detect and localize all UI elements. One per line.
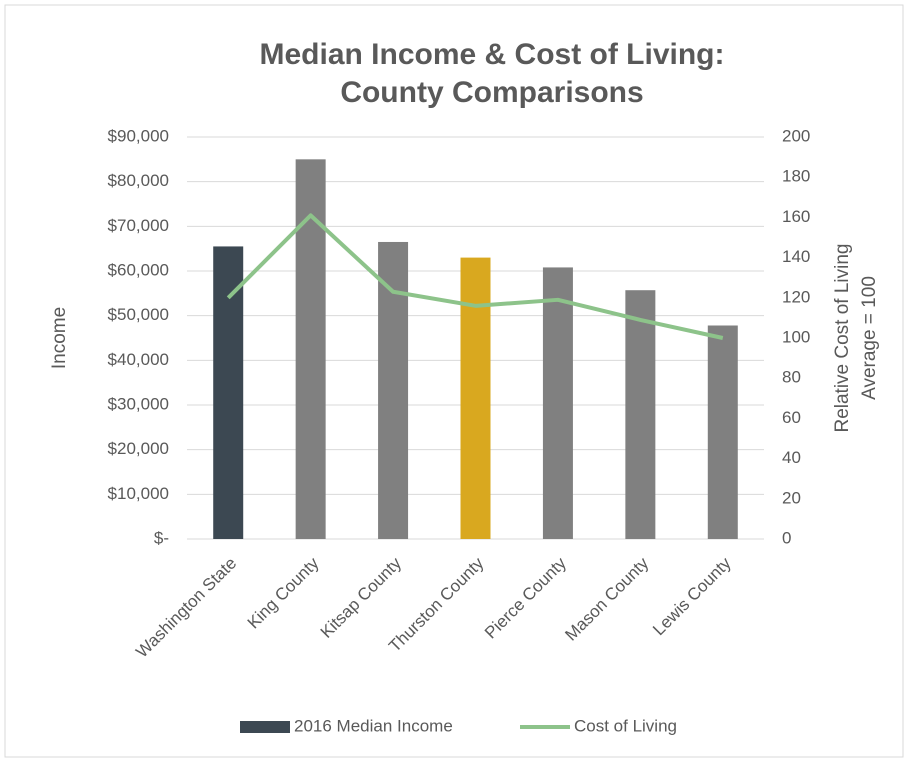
y-tick-label: $- bbox=[154, 528, 169, 547]
chart-title: Median Income & Cost of Living: bbox=[259, 38, 724, 71]
y2-tick-label: 0 bbox=[782, 528, 791, 547]
bar bbox=[213, 246, 244, 539]
y-axis-title: Income bbox=[49, 307, 70, 369]
line bbox=[226, 213, 724, 340]
legend-label: Cost of Living bbox=[574, 716, 677, 735]
bar bbox=[542, 267, 573, 539]
y-tick-label: $20,000 bbox=[108, 439, 169, 458]
bar bbox=[460, 257, 491, 539]
y-tick-label: $90,000 bbox=[108, 126, 169, 145]
legend-label: 2016 Median Income bbox=[294, 716, 453, 735]
y-tick-label: $80,000 bbox=[108, 171, 169, 190]
y2-tick-label: 200 bbox=[782, 126, 810, 145]
y2-tick-label: 140 bbox=[782, 247, 810, 266]
y2-axis-title: Relative Cost of Living bbox=[832, 243, 853, 432]
bar bbox=[378, 241, 409, 539]
y-tick-label: $10,000 bbox=[108, 484, 169, 503]
y2-tick-label: 40 bbox=[782, 448, 801, 467]
y2-tick-label: 120 bbox=[782, 287, 810, 306]
legend-swatch bbox=[240, 721, 290, 733]
y2-tick-label: 180 bbox=[782, 167, 810, 186]
y-tick-label: $30,000 bbox=[108, 394, 169, 413]
y2-tick-label: 60 bbox=[782, 408, 801, 427]
y2-tick-label: 160 bbox=[782, 207, 810, 226]
y2-axis-title: Average = 100 bbox=[859, 276, 880, 400]
y-tick-label: $40,000 bbox=[108, 350, 169, 369]
y-tick-label: $60,000 bbox=[108, 260, 169, 279]
bar bbox=[707, 325, 738, 539]
y2-tick-label: 20 bbox=[782, 488, 801, 507]
y-tick-label: $70,000 bbox=[108, 216, 169, 235]
chart-frame bbox=[4, 4, 904, 758]
y2-tick-label: 80 bbox=[782, 368, 801, 387]
chart-title: County Comparisons bbox=[340, 76, 643, 109]
y2-tick-label: 100 bbox=[782, 327, 810, 346]
y-tick-label: $50,000 bbox=[108, 305, 169, 324]
bar bbox=[625, 290, 656, 539]
